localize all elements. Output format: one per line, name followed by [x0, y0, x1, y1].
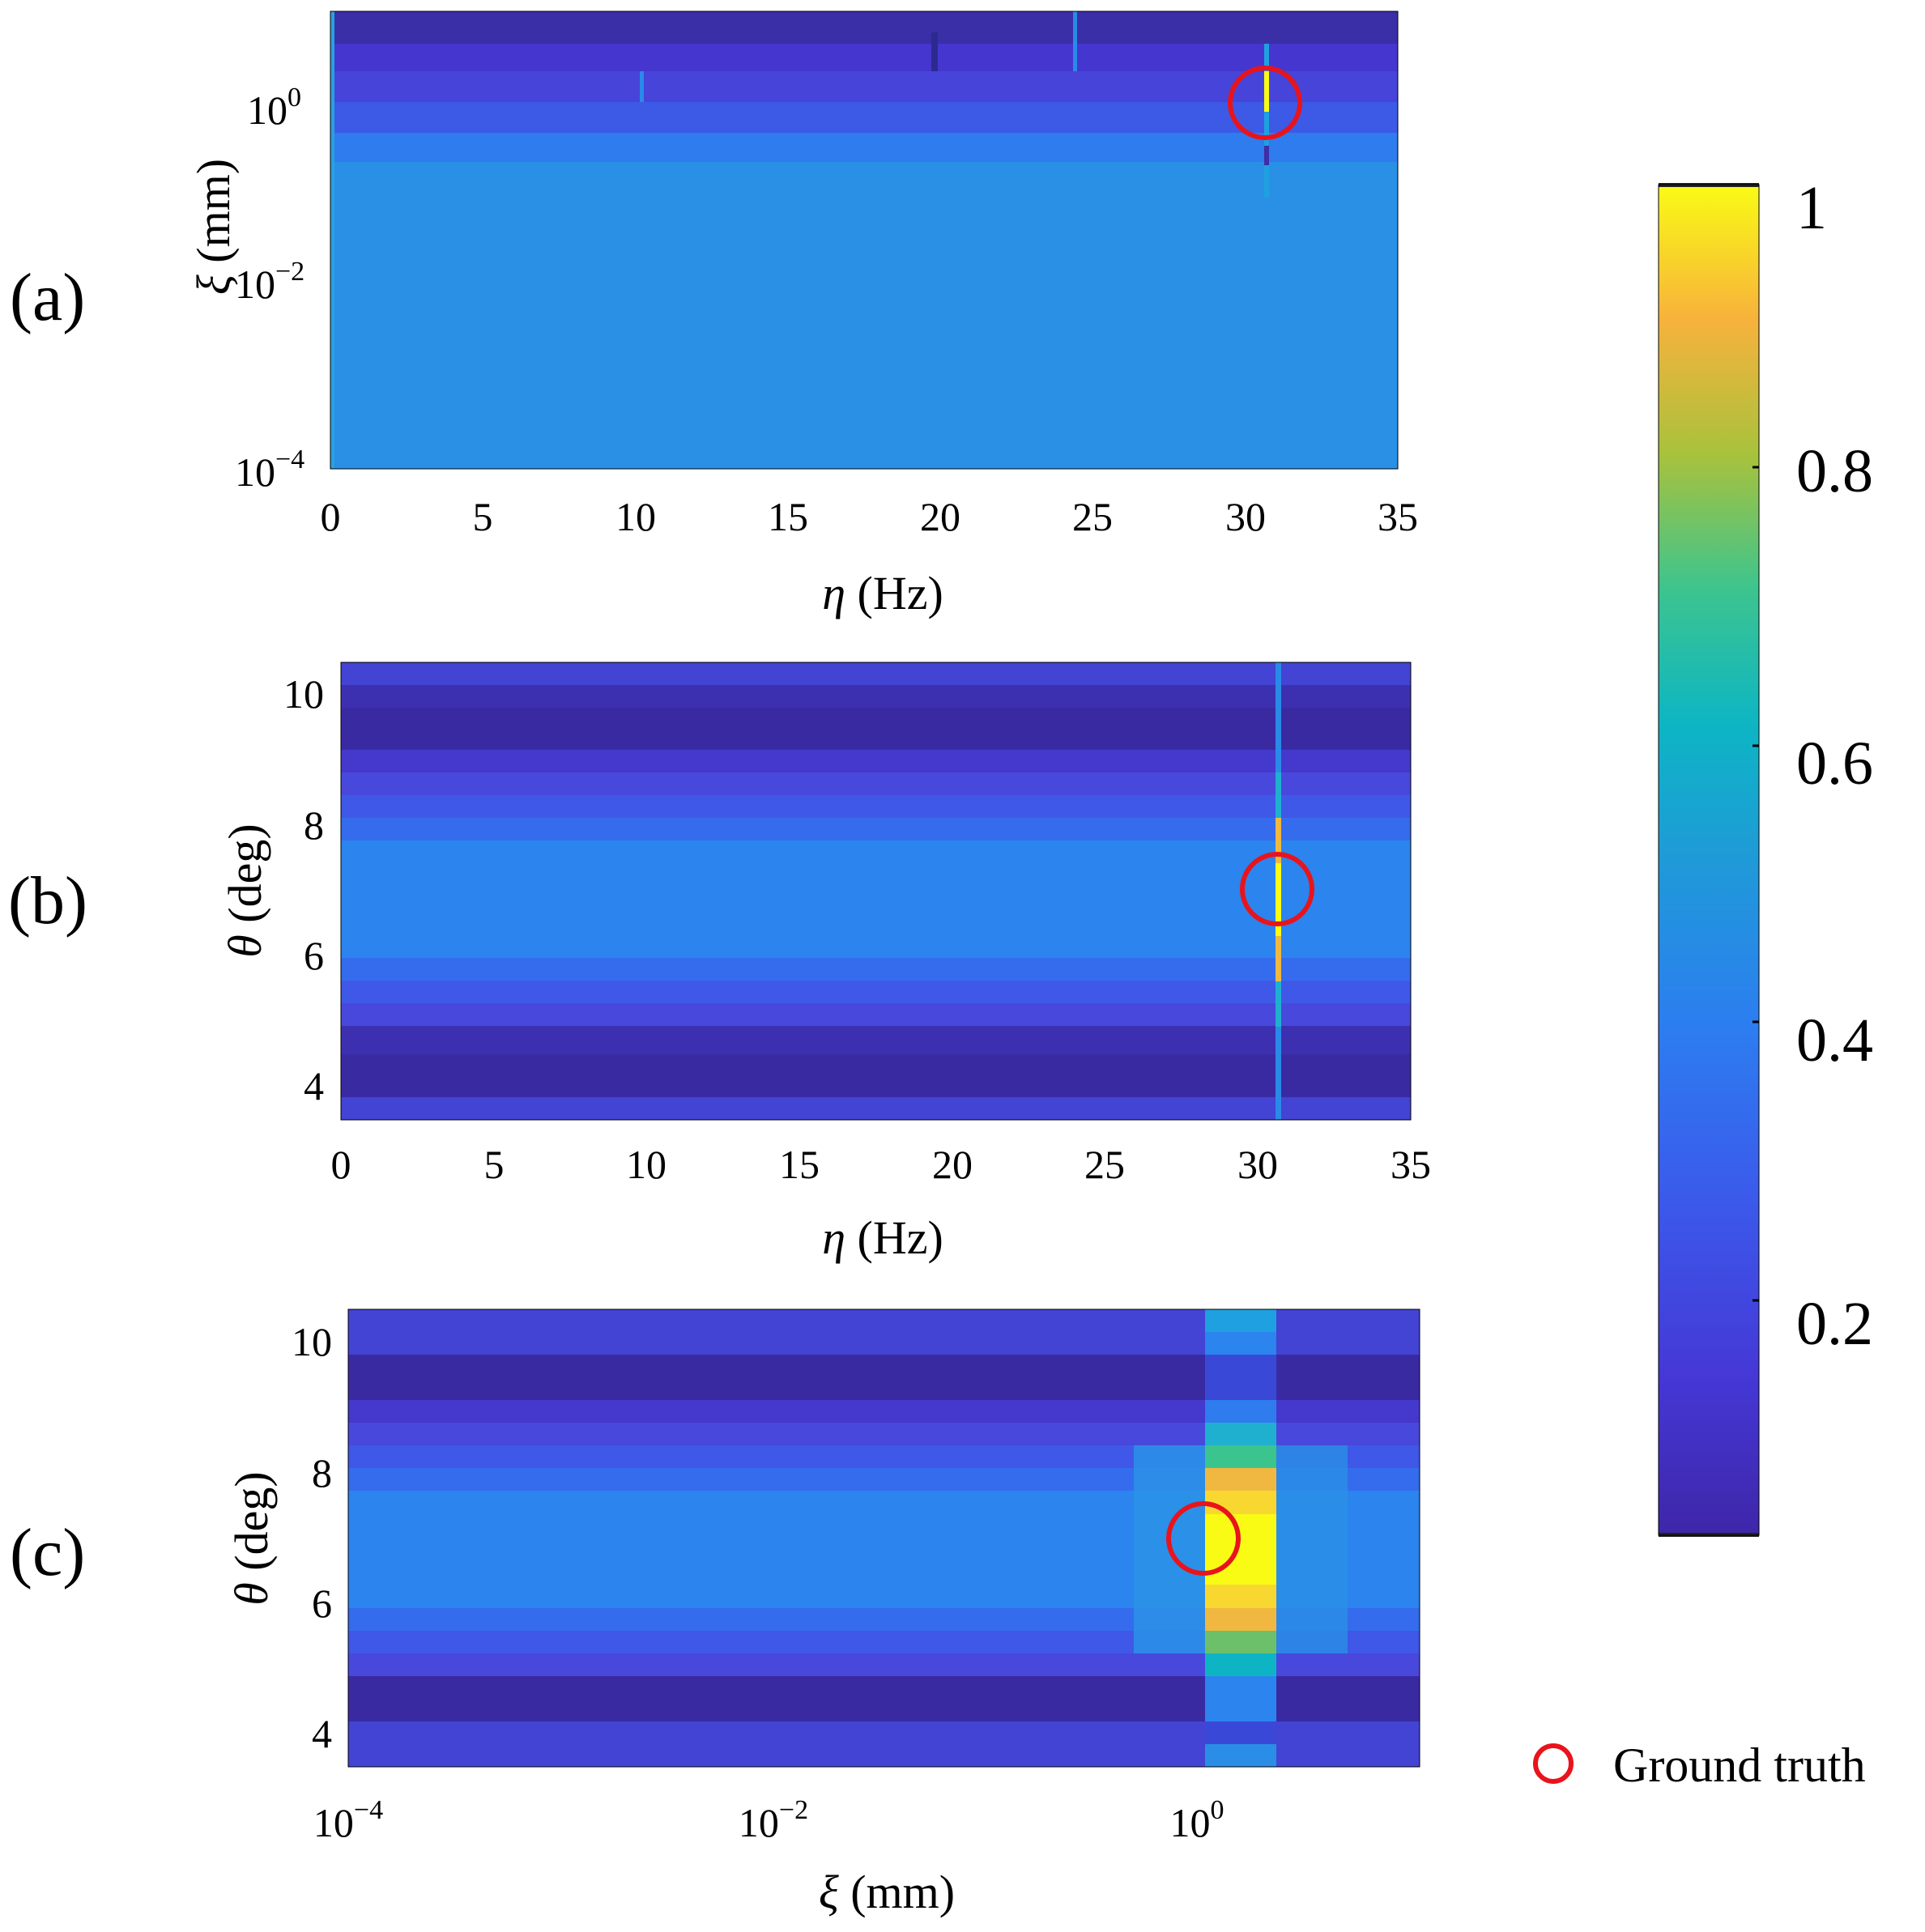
panel-b-y-ticks: 10 8 6 4 — [283, 671, 324, 1109]
panel-a-x-tick: 25 — [1072, 494, 1113, 539]
panel-c-frame — [347, 1309, 1420, 1768]
panel-c-y-ticks: 10 8 6 4 — [292, 1319, 332, 1756]
panel-a-x-label: η (Hz) — [822, 567, 943, 619]
panel-b-x-tick: 5 — [484, 1142, 505, 1187]
panel-c-x-label: ξ (mm) — [819, 1866, 955, 1918]
panel-b-heatmap — [341, 662, 1411, 1120]
panel-c-y-tick: 8 — [312, 1450, 332, 1496]
panel-a-x-tick: 30 — [1225, 494, 1266, 539]
colorbar-gradient — [1659, 185, 1759, 1535]
panel-a-y-tick: 10−4 — [235, 445, 305, 495]
panel-c-x-tick: 10−4 — [313, 1795, 383, 1845]
panel-a: 0 5 10 15 20 25 30 35 100 10−2 10−4 η (H… — [10, 11, 1418, 619]
panel-a-x-ticks: 0 5 10 15 20 25 30 35 — [321, 494, 1419, 539]
panel-c-y-tick: 6 — [312, 1581, 332, 1626]
colorbar-frame — [1658, 184, 1760, 1536]
panel-c-label: (c) — [10, 1515, 85, 1590]
legend: Ground truth — [1533, 1738, 1866, 1792]
panel-b-y-label: θ (deg) — [219, 823, 271, 957]
legend-ground-truth-marker — [1533, 1743, 1574, 1784]
colorbar-tick-label: 0.8 — [1796, 437, 1873, 505]
panel-a-y-tick: 10−2 — [235, 257, 305, 307]
panel-b-x-label: η (Hz) — [822, 1211, 943, 1264]
panel-c-y-label: θ (deg) — [225, 1471, 278, 1605]
panel-a-x-tick: 0 — [321, 494, 341, 539]
panel-a-ground-truth-marker — [1228, 66, 1302, 140]
panel-b: 0 5 10 15 20 25 30 35 10 8 6 4 η (Hz) θ … — [8, 662, 1431, 1264]
colorbar-tick-marks — [1753, 466, 1759, 1302]
panel-a-label: (a) — [10, 260, 85, 335]
panel-c-heatmap — [348, 1309, 1420, 1767]
panel-a-y-tick: 100 — [247, 83, 301, 133]
panel-b-frame — [340, 662, 1412, 1121]
panel-a-x-tick: 5 — [473, 494, 493, 539]
panel-b-x-ticks: 0 5 10 15 20 25 30 35 — [331, 1142, 1432, 1187]
panel-c-ground-truth-marker — [1166, 1501, 1241, 1576]
panel-c-x-ticks: 10−4 10−2 100 — [313, 1795, 1224, 1845]
colorbar-tick-label: 0.4 — [1796, 1006, 1873, 1075]
panel-a-x-tick: 15 — [768, 494, 808, 539]
panel-c: 10−4 10−2 100 10 8 6 4 ξ (mm) θ (deg) (c… — [10, 1309, 1420, 1918]
panel-a-heatmap — [330, 11, 1398, 469]
panel-b-x-tick: 10 — [626, 1142, 667, 1187]
panel-c-x-tick: 100 — [1170, 1795, 1224, 1845]
panel-b-label: (b) — [8, 863, 87, 938]
panel-a-frame — [330, 11, 1399, 470]
colorbar-tick-label: 1 — [1796, 174, 1827, 242]
panel-b-x-tick: 30 — [1237, 1142, 1278, 1187]
panel-b-x-tick: 0 — [331, 1142, 351, 1187]
panel-b-ground-truth-marker — [1240, 852, 1314, 926]
panel-a-x-tick: 20 — [920, 494, 960, 539]
panel-b-x-tick: 25 — [1084, 1142, 1125, 1187]
panel-c-y-tick: 10 — [292, 1319, 332, 1364]
colorbar-tick-label: 0.6 — [1796, 730, 1873, 798]
colorbar-tick-label: 0.2 — [1796, 1290, 1873, 1358]
panel-b-y-tick: 10 — [283, 671, 324, 717]
panel-a-y-label: ξ (mm) — [187, 159, 240, 295]
panel-b-y-tick: 4 — [304, 1063, 324, 1109]
panel-b-x-tick: 15 — [779, 1142, 820, 1187]
panel-b-x-tick: 20 — [932, 1142, 973, 1187]
colorbar: 1 0.8 0.6 0.4 0.2 — [1658, 174, 1873, 1537]
panel-b-x-tick: 35 — [1391, 1142, 1431, 1187]
panel-b-y-tick: 6 — [304, 933, 324, 978]
panel-a-y-ticks: 100 10−2 10−4 — [235, 83, 305, 495]
panel-a-x-tick: 10 — [615, 494, 656, 539]
panel-a-x-tick: 35 — [1378, 494, 1418, 539]
panel-c-x-tick: 10−2 — [739, 1795, 808, 1845]
legend-label: Ground truth — [1613, 1738, 1866, 1792]
panel-b-y-tick: 8 — [304, 802, 324, 848]
panel-c-y-tick: 4 — [312, 1711, 332, 1756]
